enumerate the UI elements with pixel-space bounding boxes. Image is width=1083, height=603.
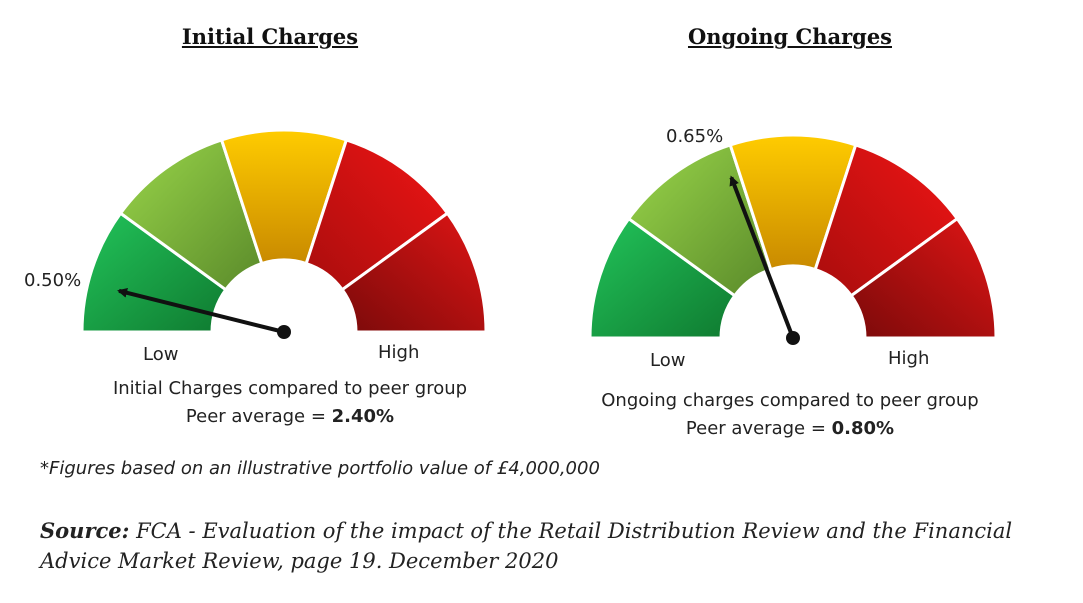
- gauge-pivot: [277, 325, 291, 339]
- initial-caption: Initial Charges compared to peer group: [112, 378, 468, 399]
- initial-charges-title: Initial Charges: [181, 24, 359, 49]
- ongoing-charges-title: Ongoing Charges: [687, 24, 892, 49]
- initial-high-label: High: [378, 342, 420, 363]
- gauge-pivot: [786, 331, 800, 345]
- source-label: Source:: [40, 518, 130, 543]
- ongoing-charges-gauge: [588, 133, 998, 345]
- ongoing-peer-value: 0.80%: [831, 418, 895, 439]
- gauge-needle: [117, 287, 285, 334]
- initial-charges-gauge: [80, 128, 488, 339]
- initial-peer-label: Peer average =: [185, 406, 332, 427]
- ongoing-peer-average: Peer average = 0.80%: [580, 418, 1000, 439]
- ongoing-peer-label: Peer average =: [685, 418, 832, 439]
- initial-low-label: Low: [143, 344, 179, 365]
- ongoing-low-label: Low: [650, 350, 686, 371]
- gauge-segment-5: [340, 211, 488, 334]
- gauge-needle: [729, 175, 795, 339]
- ongoing-high-label: High: [888, 348, 930, 369]
- ongoing-value-label: 0.65%: [666, 126, 724, 147]
- source-citation: Source: FCA - Evaluation of the impact o…: [40, 516, 1040, 576]
- initial-value-label: 0.50%: [24, 270, 82, 291]
- source-text: FCA - Evaluation of the impact of the Re…: [40, 519, 1013, 573]
- footnote: *Figures based on an illustrative portfo…: [40, 458, 600, 479]
- initial-peer-average: Peer average = 2.40%: [80, 406, 500, 427]
- gauge-segment-5: [849, 216, 998, 340]
- initial-peer-value: 2.40%: [331, 406, 395, 427]
- ongoing-caption: Ongoing charges compared to peer group: [601, 390, 979, 411]
